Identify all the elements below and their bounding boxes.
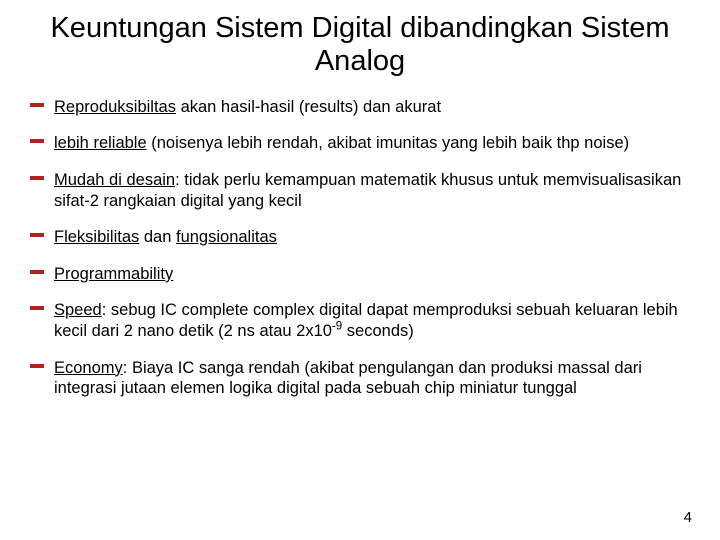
- list-item: Programmability: [28, 264, 692, 285]
- list-item-rest: (noisenya lebih rendah, akibat imunitas …: [147, 134, 629, 152]
- list-item-lead: Reproduksibiltas: [54, 98, 176, 116]
- list-item-rest: akan hasil-hasil (results) dan akurat: [176, 98, 441, 116]
- list-item: Fleksibilitas dan fungsionalitas: [28, 227, 692, 248]
- list-item-lead: Mudah di desain: [54, 171, 175, 189]
- list-item-lead: lebih reliable: [54, 134, 147, 152]
- list-item: Speed: sebug IC complete complex digital…: [28, 300, 692, 341]
- list-item-lead: Programmability: [54, 265, 173, 283]
- bullet-list: Reproduksibiltas akan hasil-hasil (resul…: [28, 97, 692, 399]
- list-item-rest-post: seconds): [342, 322, 414, 340]
- list-item-lead: Speed: [54, 301, 102, 319]
- list-item: Reproduksibiltas akan hasil-hasil (resul…: [28, 97, 692, 118]
- slide-title: Keuntungan Sistem Digital dibandingkan S…: [28, 12, 692, 79]
- list-item-superscript: -9: [332, 321, 342, 333]
- list-item: Economy: Biaya IC sanga rendah (akibat p…: [28, 358, 692, 399]
- list-item-lead: Fleksibilitas: [54, 228, 139, 246]
- list-item: lebih reliable (noisenya lebih rendah, a…: [28, 133, 692, 154]
- list-item: Mudah di desain: tidak perlu kemampuan m…: [28, 170, 692, 211]
- list-item-mid: dan: [139, 228, 176, 246]
- list-item-rest: : Biaya IC sanga rendah (akibat pengulan…: [54, 359, 642, 398]
- list-item-lead2: fungsionalitas: [176, 228, 277, 246]
- slide: Keuntungan Sistem Digital dibandingkan S…: [0, 0, 720, 540]
- list-item-lead: Economy: [54, 359, 123, 377]
- page-number: 4: [684, 509, 692, 526]
